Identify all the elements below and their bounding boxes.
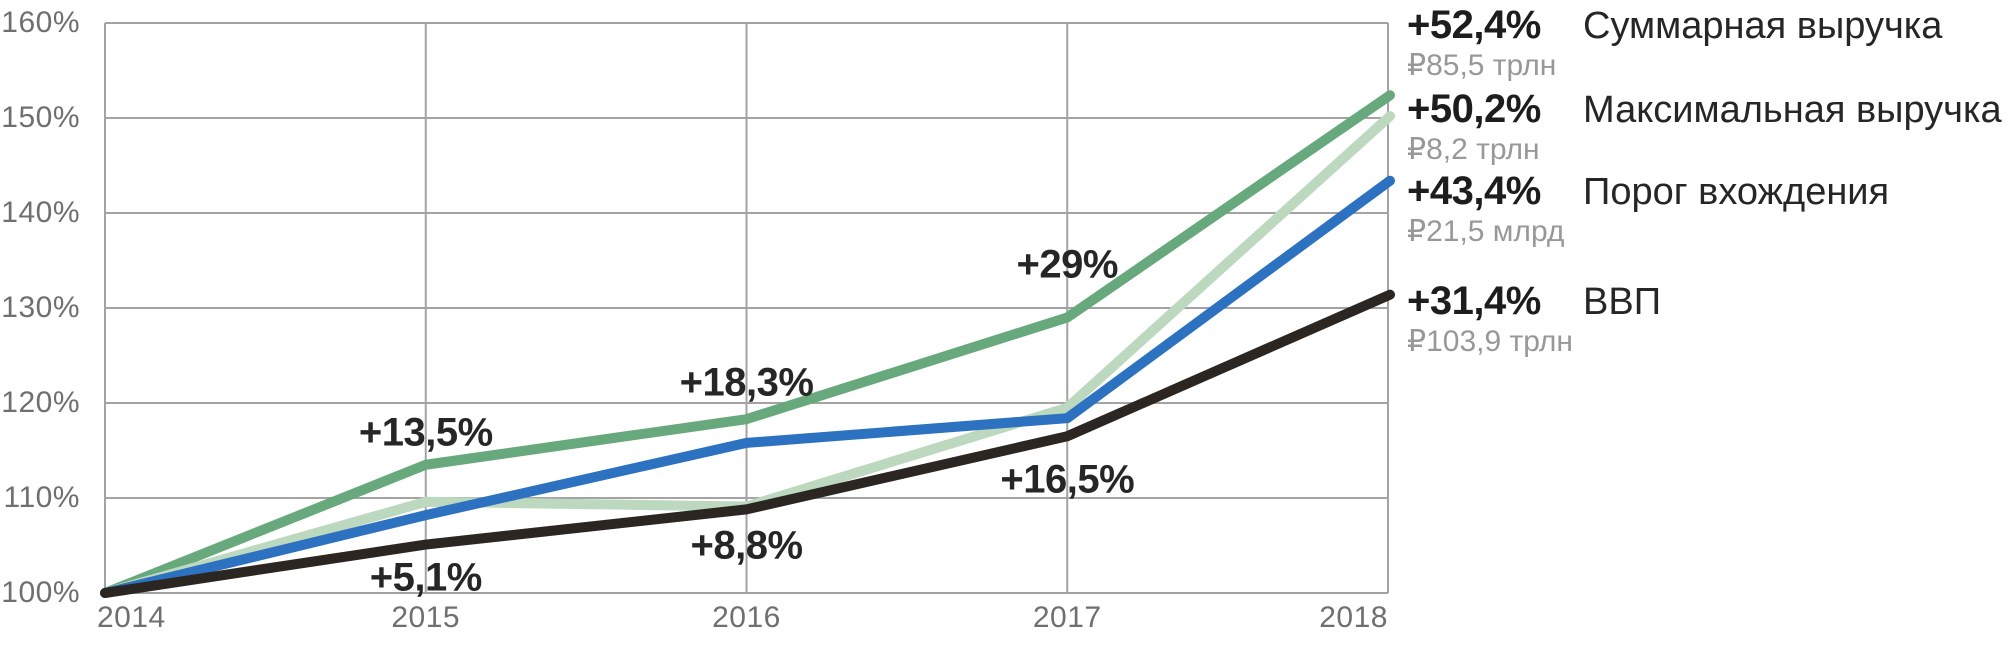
x-tick-2017: 2017 [1032, 601, 1102, 634]
x-tick-2014: 2014 [97, 601, 166, 634]
annotation-2016-total-revenue: +18,3% [679, 360, 814, 405]
series-line-0 [100, 90, 1395, 598]
legend-absolute-value: ₽21,5 млрд [1407, 215, 1565, 248]
x-tick-2015: 2015 [391, 601, 461, 634]
legend-series-name: Порог вхождения [1583, 171, 1890, 213]
y-tick-140: 140% [1, 196, 80, 229]
legend-item-entry-threshold: +43,4% ₽21,5 млрд Порог вхождения [1407, 168, 2013, 249]
y-tick-100: 100% [1, 576, 80, 609]
legend-absolute-value: ₽103,9 трлн [1407, 325, 1573, 358]
legend-change-value: +50,2% [1407, 87, 1541, 131]
y-tick-130: 130% [1, 291, 80, 324]
series-line-2 [100, 175, 1395, 598]
legend-change-value: +43,4% [1407, 169, 1541, 213]
legend-series-name: Максимальная выручка [1583, 89, 2002, 131]
annotation-2015-total-revenue: +13,5% [358, 410, 493, 455]
x-tick-2016: 2016 [712, 601, 781, 634]
y-tick-150: 150% [1, 101, 80, 134]
legend-change-value: +52,4% [1407, 3, 1541, 47]
x-tick-2018: 2018 [1319, 601, 1388, 634]
y-tick-120: 120% [1, 386, 80, 419]
series-line-3 [100, 289, 1395, 598]
y-tick-110: 110% [3, 481, 80, 514]
legend-series-name: ВВП [1583, 281, 1662, 323]
legend-item-max-revenue: +50,2% ₽8,2 трлн Максимальная выручка [1407, 86, 2013, 167]
legend-item-gdp: +31,4% ₽103,9 трлн ВВП [1407, 278, 2013, 359]
annotation-2017-gdp: +16,5% [1000, 457, 1135, 502]
legend-item-total-revenue: +52,4% ₽85,5 трлн Суммарная выручка [1407, 2, 2013, 83]
annotation-2015-gdp: +5,1% [369, 555, 483, 600]
annotation-2017-total-revenue: +29% [1016, 242, 1119, 287]
legend-series-name: Суммарная выручка [1583, 5, 1943, 47]
legend-absolute-value: ₽8,2 трлн [1407, 133, 1540, 166]
legend-change-value: +31,4% [1407, 279, 1541, 323]
annotation-2016-gdp: +8,8% [690, 523, 803, 567]
y-tick-160: 160% [1, 6, 80, 39]
legend-absolute-value: ₽85,5 трлн [1407, 49, 1557, 82]
